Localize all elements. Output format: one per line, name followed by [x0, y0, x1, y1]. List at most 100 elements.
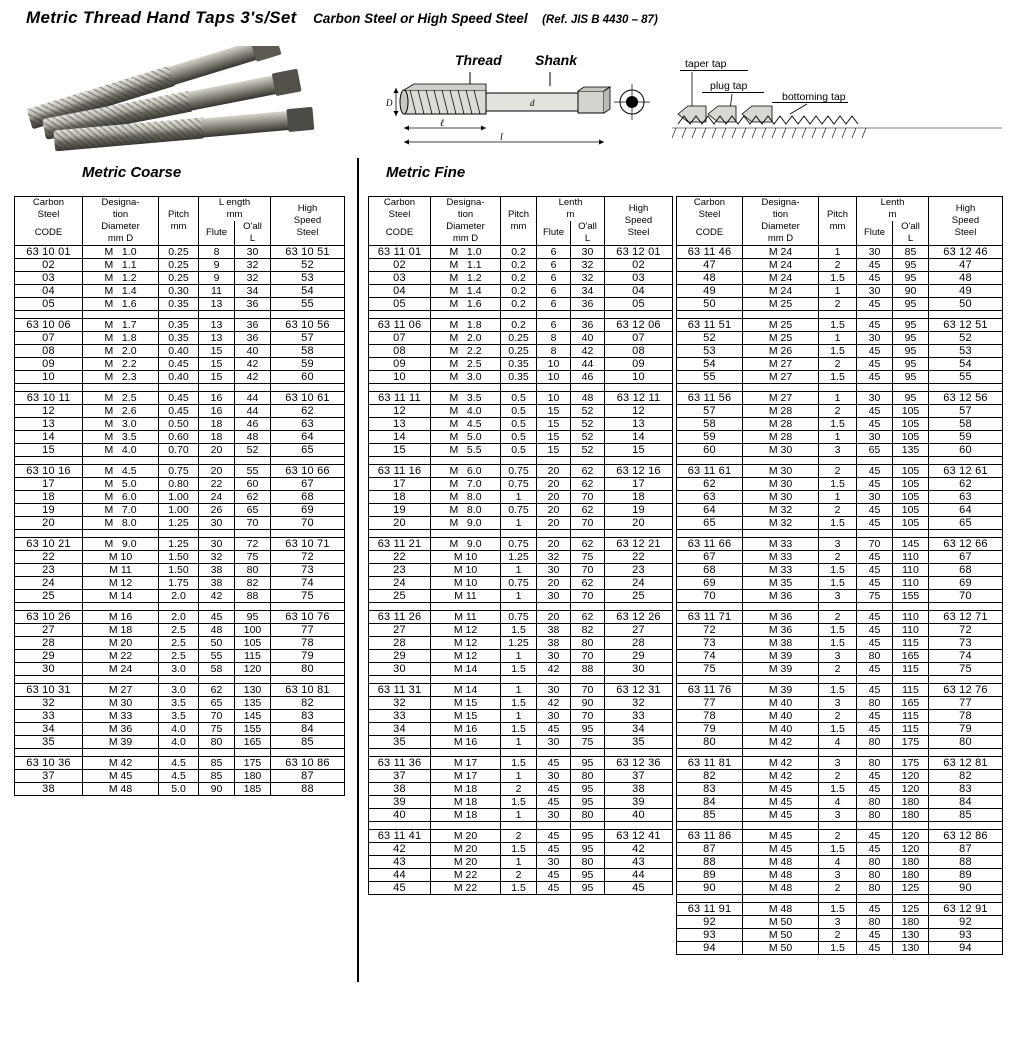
cell-designation: M 9.0 — [430, 537, 501, 551]
cell-hss-code: 53 — [270, 271, 345, 285]
cell-pitch: 2 — [500, 868, 537, 882]
cell-designation: M 7.0 — [430, 477, 501, 491]
table-row: 09 M 2.2 0.45 15 42 59 — [14, 357, 345, 371]
group-spacer — [14, 602, 345, 611]
cell-hss-code: 89 — [928, 868, 1003, 882]
table-row: 45 M 22 1.5 45 95 45 — [368, 881, 673, 895]
cell-pitch: 1.5 — [500, 662, 537, 676]
cell-pitch: 1.5 — [818, 722, 857, 736]
cell-flute: 45 — [856, 928, 893, 942]
cell-flute: 30 — [536, 709, 571, 723]
cell-code: 59 — [676, 430, 743, 444]
cell-flute: 45 — [856, 417, 893, 431]
table-row: 25 M 14 2.0 42 88 75 — [14, 589, 345, 603]
cell-designation: M 2.3 — [82, 370, 159, 384]
cell-flute: 42 — [536, 662, 571, 676]
cell-oall: 110 — [892, 550, 929, 564]
cell-oall: 48 — [234, 430, 271, 444]
table-row: 88 M 48 4 80 180 88 — [676, 855, 1003, 869]
cell-oall: 70 — [570, 709, 605, 723]
table-row: 67 M 33 2 45 110 67 — [676, 550, 1003, 564]
cell-oall: 80 — [570, 769, 605, 783]
cell-flute: 30 — [536, 683, 571, 697]
cell-designation: M 9.0 — [430, 516, 501, 530]
cell-hss-code: 69 — [270, 503, 345, 517]
cell-designation: M 20 — [82, 636, 159, 650]
table-row: 63 11 66 M 33 3 70 145 63 12 66 — [676, 537, 1003, 551]
cell-code: 30 — [14, 662, 83, 676]
cell-hss-code: 74 — [270, 576, 345, 590]
cell-hss-code: 12 — [604, 404, 673, 418]
cell-oall: 100 — [234, 623, 271, 637]
group-spacer — [14, 456, 345, 465]
cell-pitch: 0.45 — [158, 391, 199, 405]
cell-pitch: 1.5 — [818, 344, 857, 358]
cell-oall: 165 — [892, 696, 929, 710]
cell-flute: 30 — [536, 808, 571, 822]
table-row: 30 M 24 3.0 58 120 80 — [14, 662, 345, 676]
table-row: 27 M 12 1.5 38 82 27 — [368, 623, 673, 637]
cell-hss-code: 78 — [928, 709, 1003, 723]
cell-designation: M 22 — [430, 881, 501, 895]
cell-code: 12 — [368, 404, 431, 418]
cell-oall: 105 — [234, 636, 271, 650]
group-spacer — [368, 748, 673, 757]
cell-code: 49 — [676, 284, 743, 298]
cell-oall: 90 — [892, 284, 929, 298]
cell-designation: M 30 — [742, 477, 819, 491]
cell-oall: 90 — [570, 696, 605, 710]
table-row: 63 11 51 M 25 1.5 45 95 63 12 51 — [676, 318, 1003, 332]
cell-oall: 42 — [234, 357, 271, 371]
cell-flute: 30 — [856, 490, 893, 504]
cell-hss-code: 58 — [928, 417, 1003, 431]
cell-flute: 45 — [856, 636, 893, 650]
cell-code: 14 — [14, 430, 83, 444]
cell-flute: 16 — [198, 391, 235, 405]
cell-designation: M 30 — [742, 464, 819, 478]
cell-pitch: 1.5 — [500, 623, 537, 637]
table-row: 12 M 4.0 0.5 15 52 12 — [368, 404, 673, 418]
cell-designation: M 1.6 — [430, 297, 501, 311]
cell-hss-code: 63 12 11 — [604, 391, 673, 405]
cell-flute: 45 — [856, 662, 893, 676]
cell-flute: 20 — [536, 516, 571, 530]
cell-flute: 45 — [856, 769, 893, 783]
cell-oall: 155 — [234, 722, 271, 736]
cell-hss-code: 63 10 76 — [270, 610, 345, 624]
table-row: 74 M 39 3 80 165 74 — [676, 649, 1003, 663]
cell-designation: M 18 — [430, 808, 501, 822]
cell-code: 04 — [14, 284, 83, 298]
th-oall: O'all L — [570, 221, 605, 246]
table-row: 24 M 10 0.75 20 62 24 — [368, 576, 673, 590]
cell-hss-code: 63 12 81 — [928, 756, 1003, 770]
cell-hss-code: 75 — [270, 589, 345, 603]
cell-oall: 110 — [892, 563, 929, 577]
cell-designation: M 8.0 — [430, 503, 501, 517]
cell-designation: M 12 — [430, 649, 501, 663]
cell-pitch: 1.5 — [818, 516, 857, 530]
cell-flute: 6 — [536, 318, 571, 332]
cell-pitch: 1.75 — [158, 576, 199, 590]
cell-flute: 45 — [856, 941, 893, 955]
cell-oall: 44 — [234, 404, 271, 418]
table-row: 02 M 1.1 0.2 6 32 02 — [368, 258, 673, 272]
cell-designation: M 16 — [82, 610, 159, 624]
group-spacer — [14, 383, 345, 392]
group-spacer — [676, 456, 1003, 465]
cell-oall: 130 — [234, 683, 271, 697]
cell-code: 07 — [368, 331, 431, 345]
table-row: 28 M 12 1.25 38 80 28 — [368, 636, 673, 650]
cell-designation: M 24 — [82, 662, 159, 676]
cell-designation: M 48 — [82, 782, 159, 796]
cell-flute: 55 — [198, 649, 235, 663]
metric-fine-right-table: Carbon Steel Designa-tion Diameter mm D Pit… — [676, 196, 1003, 955]
cell-oall: 95 — [570, 829, 605, 843]
cell-code: 24 — [368, 576, 431, 590]
cell-designation: M 45 — [742, 808, 819, 822]
cell-pitch: 1 — [500, 769, 537, 783]
table-row: 05 M 1.6 0.35 13 36 55 — [14, 297, 345, 311]
cell-designation: M 15 — [430, 696, 501, 710]
cell-pitch: 0.2 — [500, 297, 537, 311]
table-row: 04 M 1.4 0.30 11 34 54 — [14, 284, 345, 298]
